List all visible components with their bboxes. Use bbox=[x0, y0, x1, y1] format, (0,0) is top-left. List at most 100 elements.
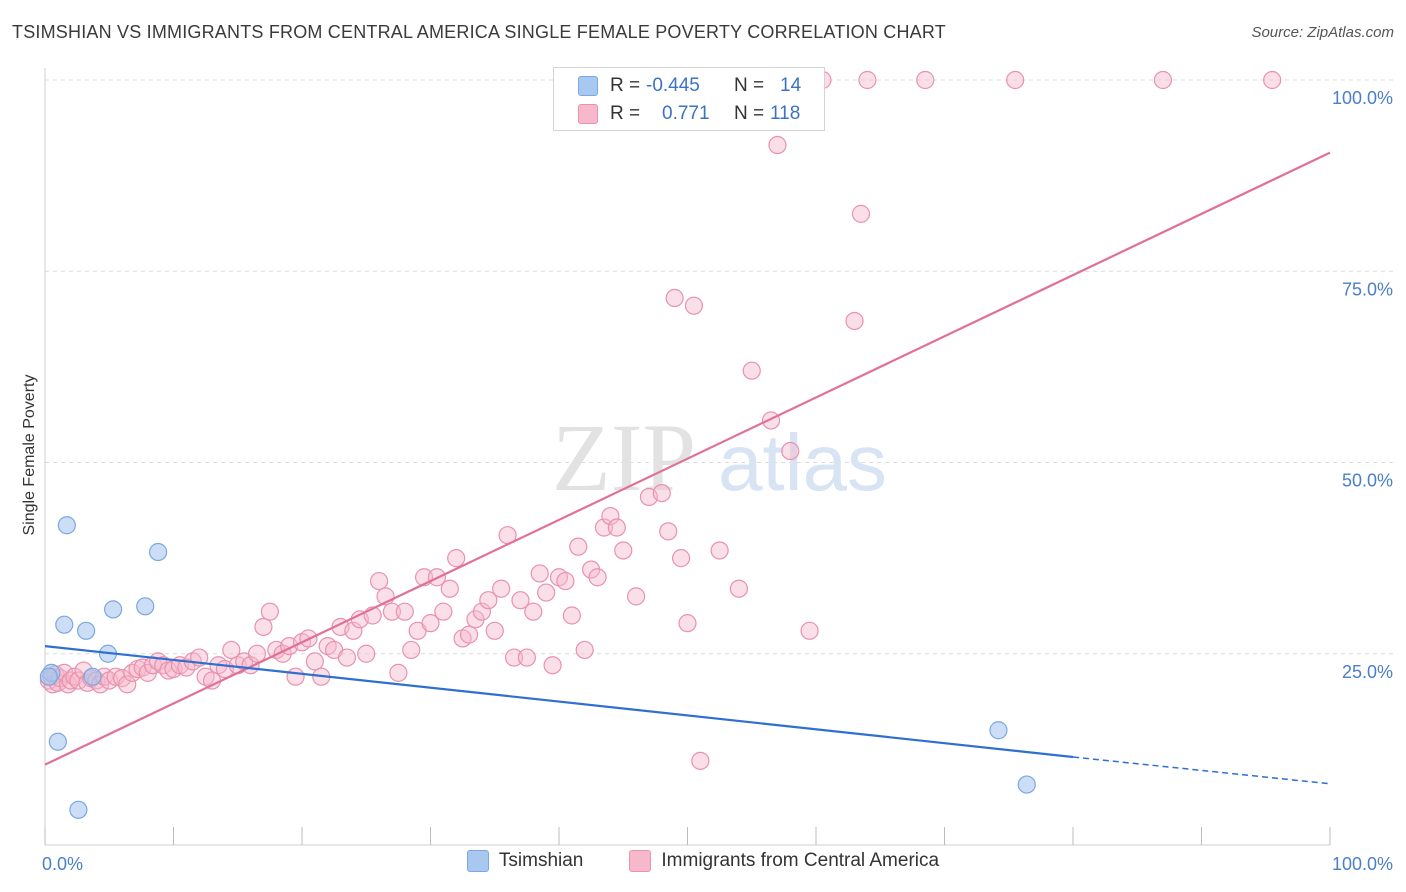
data-point-immigrants bbox=[530, 564, 549, 583]
data-point-immigrants bbox=[1263, 70, 1282, 90]
data-point-tsimshian bbox=[136, 597, 155, 616]
data-point-immigrants bbox=[440, 579, 459, 598]
data-point-immigrants bbox=[421, 614, 440, 633]
legend-label-immigrants: Immigrants from Central America bbox=[661, 850, 940, 871]
legend-label-tsimshian: Tsimshian bbox=[498, 850, 584, 871]
data-point-tsimshian bbox=[57, 516, 76, 535]
data-point-immigrants bbox=[800, 621, 819, 640]
data-point-immigrants bbox=[626, 587, 646, 606]
trend-line-tsimshian-extension bbox=[1072, 756, 1331, 785]
data-point-tsimshian bbox=[39, 667, 58, 686]
stats-r-label: R = bbox=[610, 103, 641, 124]
data-point-immigrants bbox=[575, 640, 594, 660]
data-point-immigrants bbox=[479, 591, 498, 610]
data-point-immigrants bbox=[511, 591, 530, 610]
legend-swatch-immigrants bbox=[629, 850, 652, 872]
data-point-tsimshian bbox=[83, 667, 102, 686]
data-point-immigrants bbox=[607, 518, 626, 537]
data-point-immigrants bbox=[710, 541, 729, 560]
data-point-tsimshian bbox=[48, 732, 67, 751]
tick-labels: 25.0% 50.0% 75.0% 100.0% 0.0% 100.0% bbox=[42, 88, 1393, 874]
data-point-immigrants bbox=[614, 541, 633, 560]
data-point-immigrants bbox=[684, 296, 704, 315]
data-point-immigrants bbox=[671, 549, 691, 568]
trend-lines bbox=[44, 151, 1331, 785]
data-point-immigrants bbox=[601, 506, 620, 526]
y-tick-label: 25.0% bbox=[1342, 662, 1393, 682]
data-point-immigrants bbox=[254, 617, 273, 637]
legend-item-immigrants[interactable]: Immigrants from Central America bbox=[629, 850, 939, 872]
data-point-immigrants bbox=[742, 361, 761, 380]
data-point-tsimshian bbox=[1017, 775, 1036, 794]
grid-lines bbox=[45, 79, 1395, 655]
data-point-immigrants bbox=[691, 751, 710, 770]
data-point-immigrants bbox=[768, 135, 787, 155]
stats-r-value: -0.445 bbox=[646, 75, 700, 96]
data-point-immigrants bbox=[851, 204, 871, 223]
stats-n-value: 14 bbox=[780, 75, 802, 96]
stats-n-label: N = bbox=[734, 103, 765, 124]
stats-swatch-tsimshian bbox=[578, 76, 598, 96]
data-point-immigrants bbox=[260, 602, 279, 621]
data-point-immigrants bbox=[594, 518, 614, 537]
stats-row-immigrants: R = 0.771 N = 118 bbox=[554, 99, 824, 129]
data-point-immigrants bbox=[344, 621, 363, 640]
y-tick-label: 50.0% bbox=[1342, 471, 1393, 491]
data-point-immigrants bbox=[447, 549, 466, 568]
data-point-immigrants bbox=[845, 311, 864, 331]
data-point-immigrants bbox=[1006, 70, 1025, 90]
watermark-atlas: atlas bbox=[718, 418, 887, 507]
data-point-immigrants bbox=[118, 675, 137, 694]
watermark-zip: ZIP bbox=[552, 404, 696, 511]
data-point-immigrants bbox=[524, 602, 543, 621]
y-tick-label: 75.0% bbox=[1342, 279, 1393, 299]
data-point-immigrants bbox=[434, 602, 453, 621]
data-point-immigrants bbox=[485, 621, 504, 640]
data-point-immigrants bbox=[472, 602, 491, 621]
data-point-tsimshian bbox=[148, 542, 168, 562]
data-point-immigrants bbox=[395, 602, 414, 621]
trend-line-immigrants bbox=[44, 151, 1331, 766]
legend-swatch-tsimshian bbox=[466, 850, 489, 872]
stats-r-value: 0.771 bbox=[662, 103, 710, 124]
data-point-immigrants bbox=[1153, 70, 1173, 90]
data-point-immigrants bbox=[916, 70, 935, 90]
data-point-immigrants bbox=[562, 606, 581, 625]
stats-r-label: R = bbox=[610, 75, 641, 96]
data-point-tsimshian bbox=[104, 600, 123, 619]
data-point-tsimshian bbox=[55, 615, 74, 634]
legend-item-tsimshian[interactable]: Tsimshian bbox=[466, 850, 584, 872]
legend: Tsimshian Immigrants from Central Americ… bbox=[0, 850, 1406, 872]
data-point-immigrants bbox=[517, 648, 536, 667]
data-point-tsimshian bbox=[77, 621, 96, 640]
data-point-immigrants bbox=[337, 648, 357, 667]
data-point-immigrants bbox=[556, 571, 575, 591]
data-point-immigrants bbox=[729, 579, 749, 598]
stats-swatch-immigrants bbox=[578, 104, 598, 124]
data-point-immigrants bbox=[459, 625, 479, 644]
stats-box: R = -0.445 N = 14 R = 0.771 N = 118 bbox=[553, 67, 825, 131]
data-point-immigrants bbox=[222, 640, 241, 660]
data-point-tsimshian bbox=[69, 800, 88, 819]
data-point-immigrants bbox=[357, 644, 376, 663]
series-tsimshian-points bbox=[39, 516, 1036, 819]
data-point-immigrants bbox=[402, 640, 421, 660]
data-point-immigrants bbox=[569, 537, 588, 556]
data-point-immigrants bbox=[659, 522, 678, 541]
source-label: Source: ZipAtlas.com bbox=[1251, 24, 1394, 41]
data-point-immigrants bbox=[543, 656, 562, 675]
data-point-immigrants bbox=[665, 288, 684, 308]
stats-n-value: 118 bbox=[770, 103, 801, 124]
data-point-tsimshian bbox=[989, 721, 1008, 740]
data-point-immigrants bbox=[537, 583, 556, 602]
data-point-immigrants bbox=[858, 70, 877, 90]
y-tick-label: 100.0% bbox=[1332, 88, 1393, 108]
data-point-immigrants bbox=[678, 614, 697, 633]
data-point-immigrants bbox=[382, 602, 402, 621]
y-axis-label: Single Female Poverty bbox=[21, 375, 38, 536]
data-point-immigrants bbox=[504, 648, 524, 667]
x-tick-label: 100.0% bbox=[1332, 854, 1393, 874]
data-point-immigrants bbox=[370, 571, 389, 591]
data-point-immigrants bbox=[781, 441, 800, 461]
